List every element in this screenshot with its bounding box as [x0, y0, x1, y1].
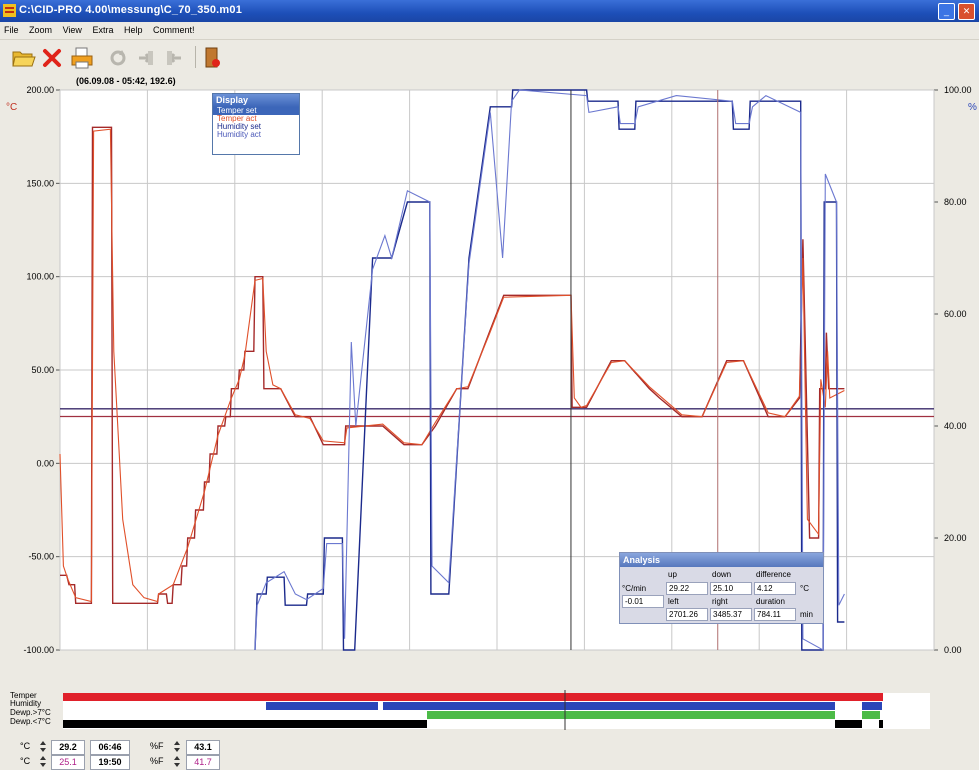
app-icon: [3, 4, 16, 17]
row1-time[interactable]: 06:46: [90, 740, 130, 755]
display-option-temper-set[interactable]: Temper set: [213, 107, 299, 115]
left-label: left: [668, 597, 679, 606]
dewp-lo-bar-segment: [835, 720, 862, 728]
down-value: 25.10: [710, 582, 752, 595]
display-option-humidity-act[interactable]: Humidity act: [217, 130, 262, 139]
right-label: right: [712, 597, 728, 606]
dewp-lo-bar-segment: [63, 720, 427, 728]
menu-zoom[interactable]: Zoom: [29, 25, 53, 35]
row2-unit2: %F: [150, 756, 164, 766]
bar-label-humidity: Humidity: [10, 699, 42, 708]
duration-value: 784.11: [754, 608, 796, 621]
row2-spinner-icon[interactable]: [40, 755, 46, 768]
series-line-humidity-act: [254, 89, 845, 651]
bar-label-dewp-lo: Dewp.<7°C: [10, 717, 51, 726]
menu-file[interactable]: File: [4, 25, 19, 35]
toolbar-separator: [195, 46, 196, 68]
status-bars: Temper Humidity Dewp.>7°C Dewp.<7°C: [0, 690, 979, 730]
delete-x-icon[interactable]: [40, 46, 64, 70]
minimize-button[interactable]: _: [938, 3, 955, 20]
temper-bar: [63, 693, 883, 701]
right-tick-label: 20.00: [944, 533, 967, 543]
status-bar-graphic: [63, 690, 930, 730]
up-value: 29.22: [666, 582, 708, 595]
right-tick-label: 40.00: [944, 421, 967, 431]
refresh-icon[interactable]: [106, 46, 130, 70]
left-tick-label: 0.00: [36, 458, 54, 468]
close-button[interactable]: ✕: [958, 3, 975, 20]
rate-label: °C/min: [622, 584, 647, 593]
difference-label: difference: [756, 570, 791, 579]
readout-panel: °C 29.2 06:46 %F 43.1 °C 25.1 19:50 %F 4…: [0, 738, 979, 770]
row1-unit2: %F: [150, 741, 164, 751]
humidity-bar-segment: [383, 702, 835, 710]
left-tick-label: 150.00: [26, 178, 54, 188]
right-tick-label: 0.00: [944, 645, 962, 655]
bar-label-temper: Temper: [10, 691, 37, 700]
left-tick-label: -100.00: [23, 645, 54, 655]
display-option-humidity-set[interactable]: Humidity set: [217, 122, 262, 131]
down-label: down: [712, 570, 732, 579]
left-tick-label: 200.00: [26, 86, 54, 95]
display-title: Display: [213, 94, 299, 107]
row2-value[interactable]: 25.1: [51, 755, 85, 770]
analysis-panel: Analysis up down difference °C/min 29.22…: [619, 552, 824, 624]
humidity-bar-segment: [862, 702, 882, 710]
row1-value2[interactable]: 43.1: [186, 740, 220, 755]
dewp-lo-bar-segment: [879, 720, 883, 728]
row1-spinner2-icon[interactable]: [174, 740, 180, 753]
chart-area[interactable]: 200.00 150.00 100.00 50.00 0.00 -50.00 -100.00…: [0, 85, 979, 682]
menu-comment[interactable]: Comment!: [153, 25, 195, 35]
right-value: 3485.37: [710, 608, 752, 621]
display-option-temper-act[interactable]: Temper act: [217, 114, 257, 123]
difference-value: 4.12: [754, 582, 796, 595]
zoom-out-icon[interactable]: [162, 46, 186, 70]
print-icon[interactable]: [70, 46, 94, 70]
title-bar: C:\CID-PRO 4.00\messung\C_70_350.m01 _ ✕: [0, 0, 979, 22]
cursor-readout: (06.09.08 - 05:42, 192.6): [76, 76, 176, 86]
window-title: C:\CID-PRO 4.00\messung\C_70_350.m01: [19, 4, 243, 16]
menu-view[interactable]: View: [62, 25, 82, 35]
duration-unit: min: [800, 610, 813, 619]
toolbar: [0, 40, 979, 74]
y-axis-unit-right: %: [968, 102, 977, 113]
duration-label: duration: [756, 597, 785, 606]
humidity-bar-segment: [266, 702, 378, 710]
row2-spinner2-icon[interactable]: [174, 755, 180, 768]
row2-time[interactable]: 19:50: [90, 755, 130, 770]
row1-unit: °C: [20, 741, 31, 751]
row1-spinner-icon[interactable]: [40, 740, 46, 753]
difference-unit: °C: [800, 584, 809, 593]
open-folder-icon[interactable]: [12, 46, 36, 70]
chart-svg[interactable]: 200.00 150.00 100.00 50.00 0.00 -50.00 -100.00…: [0, 85, 979, 682]
analysis-title: Analysis: [620, 553, 823, 567]
left-tick-label: 50.00: [31, 365, 54, 375]
menu-bar: File Zoom View Extra Help Comment!: [0, 22, 979, 40]
rate-value: -0.01: [622, 595, 664, 608]
menu-help[interactable]: Help: [123, 25, 143, 35]
exit-door-icon[interactable]: [200, 46, 224, 70]
left-tick-label: -50.00: [28, 552, 54, 562]
row1-value[interactable]: 29.2: [51, 740, 85, 755]
up-label: up: [668, 570, 677, 579]
zoom-in-icon[interactable]: [134, 46, 158, 70]
dewp-hi-bar-segment: [427, 711, 835, 719]
left-value: 2701.26: [666, 608, 708, 621]
bar-label-dewp-hi: Dewp.>7°C: [10, 708, 51, 717]
display-legend[interactable]: Display Temper set Temper act Humidity s…: [212, 93, 300, 155]
row2-value2[interactable]: 41.7: [186, 755, 220, 770]
right-tick-label: 60.00: [944, 309, 967, 319]
dewp-hi-bar-segment: [862, 711, 880, 719]
right-tick-label: 80.00: [944, 197, 967, 207]
right-tick-label: 100.00: [944, 86, 972, 95]
left-tick-label: 100.00: [26, 272, 54, 282]
row2-unit: °C: [20, 756, 31, 766]
y-axis-unit-left: °C: [6, 102, 17, 113]
menu-extra[interactable]: Extra: [92, 25, 114, 35]
